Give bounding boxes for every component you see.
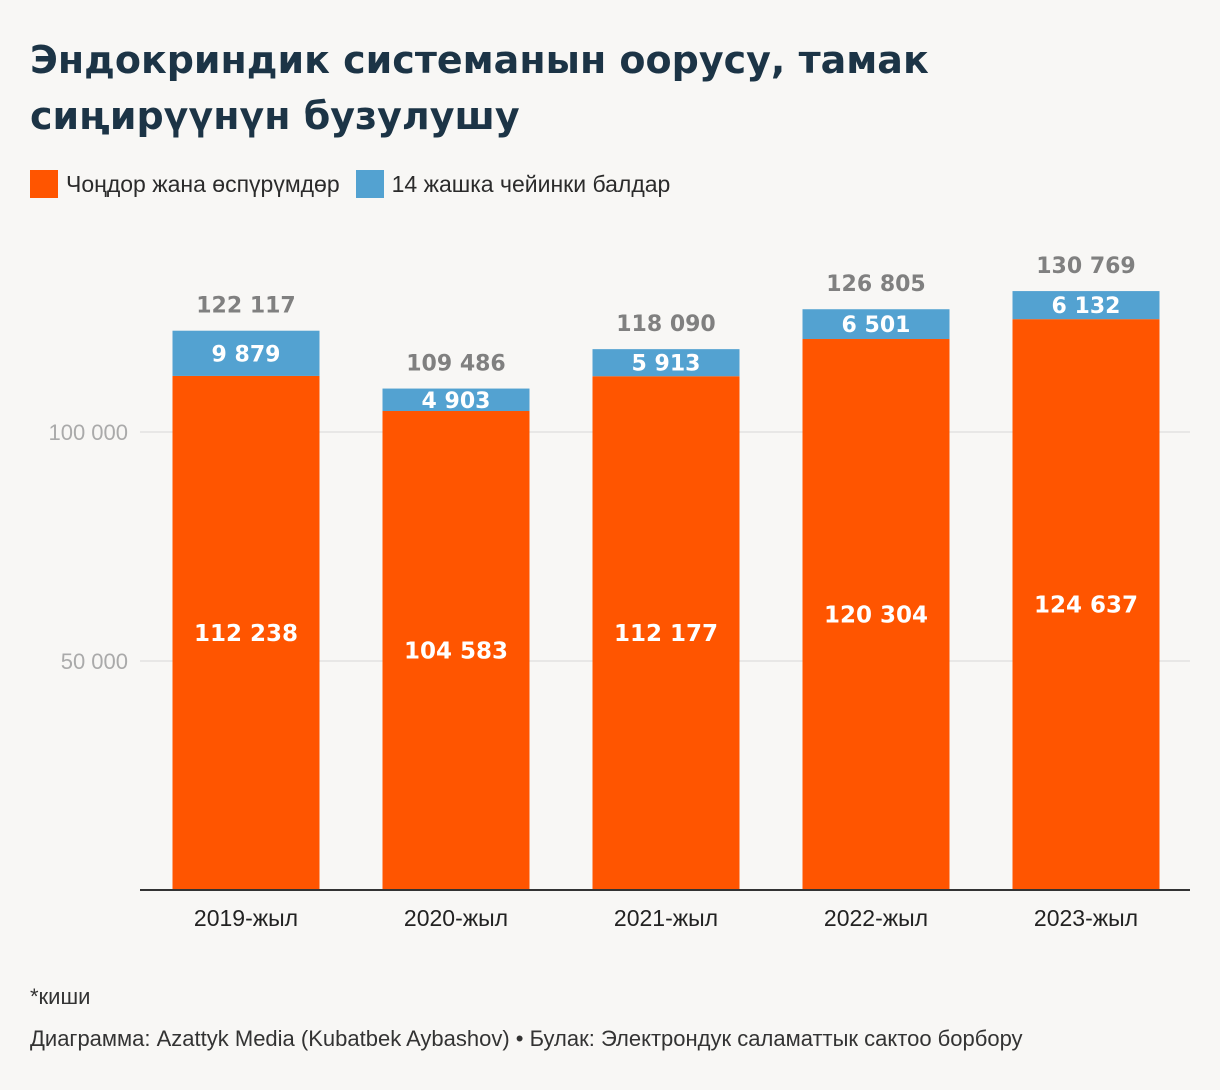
legend-item-children: 14 жашка чейинки балдар — [355, 170, 671, 198]
bar-adults — [1012, 319, 1160, 890]
bar-children — [382, 388, 530, 412]
x-tick-label: 2021-жыл — [614, 905, 718, 931]
value-label-adults: 124 637 — [1034, 593, 1138, 619]
bar-children — [592, 349, 740, 377]
bar-chart: 50 000 100 000 112 238 9 879 122 117 2019-жыл… — [48, 254, 1190, 931]
bar-children — [802, 309, 950, 340]
total-label: 118 090 — [616, 312, 716, 337]
bar-children — [1012, 291, 1160, 320]
value-label-children: 6 501 — [842, 313, 911, 338]
y-tick-label: 100 000 — [48, 420, 128, 445]
bar-adults — [172, 375, 320, 890]
legend: Чоңдор жана өспүрүмдөр 14 жашка чейинки … — [30, 166, 670, 202]
value-label-children: 6 132 — [1052, 294, 1121, 319]
credits: Диаграмма: Azattyk Media (Kubatbek Aybas… — [30, 1026, 1023, 1051]
x-tick-label: 2020-жыл — [404, 905, 508, 931]
footnote: *киши — [30, 984, 91, 1009]
x-tick-label: 2023-жыл — [1034, 905, 1138, 931]
legend-item-adults: Чоңдор жана өспүрүмдөр — [30, 170, 340, 198]
legend-swatch-children — [355, 170, 384, 198]
bar-adults — [802, 339, 950, 890]
bar-children — [172, 330, 320, 376]
legend-label-adults: Чоңдор жана өспүрүмдөр — [66, 170, 340, 197]
value-label-children: 9 879 — [212, 342, 281, 367]
value-label-children: 5 913 — [632, 352, 701, 377]
legend-swatch-adults — [30, 170, 58, 198]
total-label: 126 805 — [826, 272, 926, 297]
y-tick-label: 50 000 — [61, 649, 128, 674]
total-label: 109 486 — [406, 352, 506, 377]
x-tick-label: 2022-жыл — [824, 905, 928, 931]
value-label-adults: 112 238 — [194, 621, 298, 647]
total-label: 130 769 — [1036, 254, 1136, 279]
chart-title: Эндокриндик системанын оорусу, тамак сиң… — [30, 38, 929, 138]
x-tick-label: 2019-жыл — [194, 905, 298, 931]
value-label-children: 4 903 — [422, 389, 491, 414]
total-label: 122 117 — [196, 294, 296, 319]
legend-label-children: 14 жашка чейинки балдар — [391, 170, 671, 197]
value-label-adults: 104 583 — [404, 639, 508, 665]
bar-adults — [592, 376, 740, 890]
value-label-adults: 120 304 — [824, 603, 928, 629]
value-label-adults: 112 177 — [614, 621, 718, 647]
bar-adults — [382, 411, 530, 890]
